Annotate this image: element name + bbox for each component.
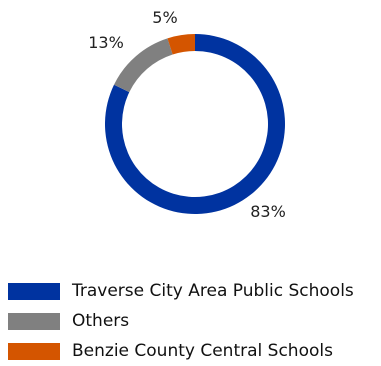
slice-value-label: 5% <box>152 8 177 27</box>
donut-slice-others <box>113 38 173 93</box>
slice-value-label: 83% <box>250 202 286 221</box>
legend-swatch-benzie-county <box>8 342 60 360</box>
legend-label-traverse-city: Traverse City Area Public Schools <box>72 281 354 301</box>
donut-slice-benzie-county-central-schools <box>167 34 195 55</box>
donut-chart: 83% 13% 5% <box>88 8 286 221</box>
donut-slices <box>104 34 285 214</box>
legend-item-traverse-city: Traverse City Area Public Schools <box>8 276 380 306</box>
legend-swatch-traverse-city <box>8 282 60 300</box>
legend-item-others: Others <box>8 306 380 336</box>
slice-value-label: 13% <box>88 33 124 52</box>
legend-item-benzie-county: Benzie County Central Schools <box>8 336 380 366</box>
donut-labels: 83% 13% 5% <box>88 8 286 221</box>
legend-swatch-others <box>8 312 60 330</box>
chart-legend: Traverse City Area Public Schools Others… <box>8 276 380 366</box>
legend-label-benzie-county: Benzie County Central Schools <box>72 341 333 361</box>
legend-label-others: Others <box>72 311 130 331</box>
